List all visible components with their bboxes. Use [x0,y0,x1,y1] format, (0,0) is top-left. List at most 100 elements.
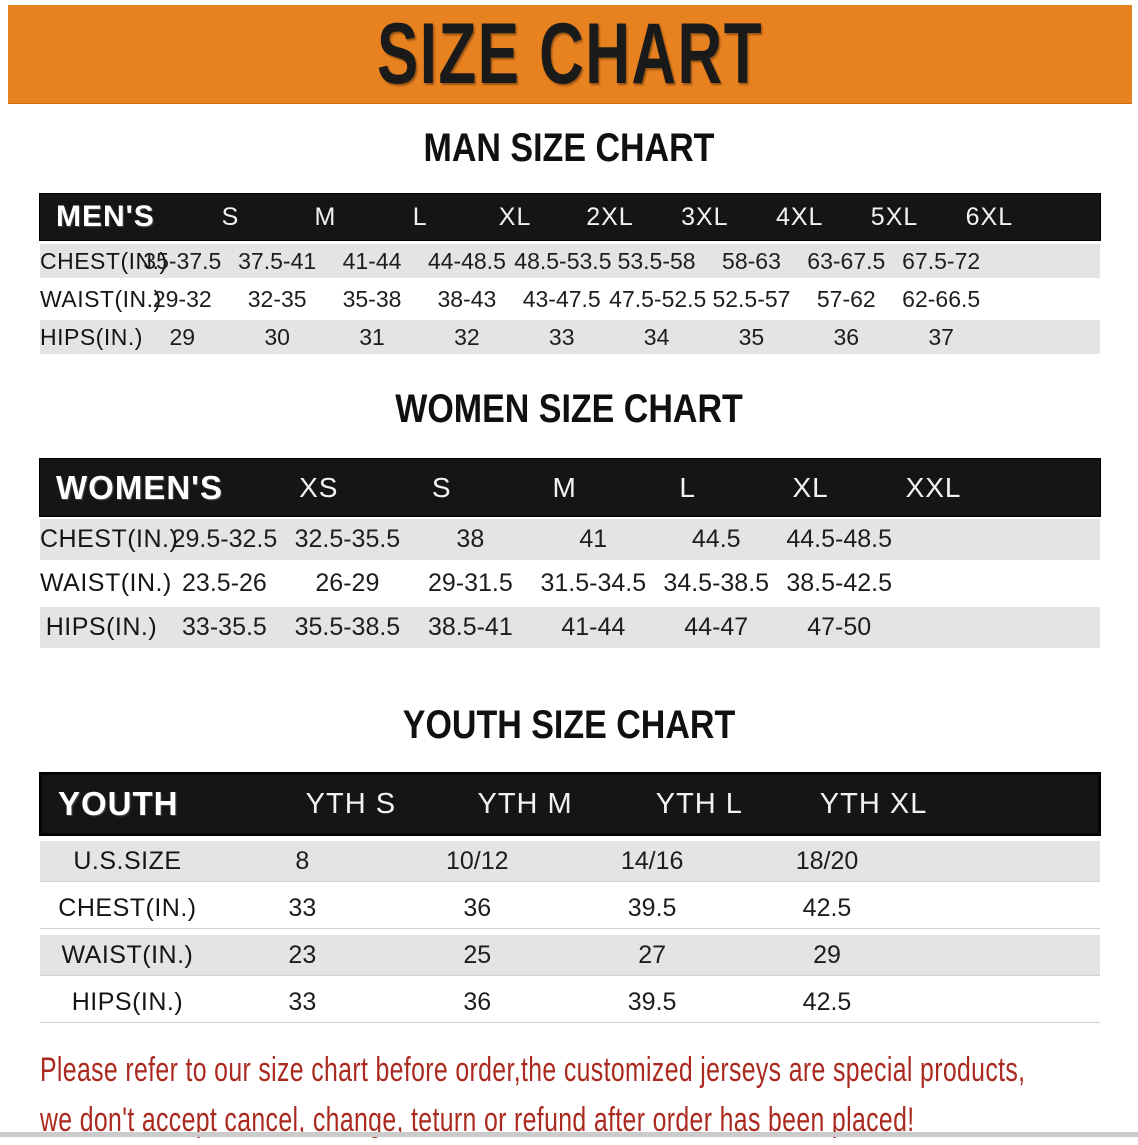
table-row: WAIST(IN.) 23.5-26 26-29 29-31.5 31.5-34.5 34… [40,563,1100,604]
column-header: S [431,471,452,503]
section-heading: WOMEN SIZE CHART [395,387,743,431]
value-cell: 31 [359,323,385,350]
value-cell: 44.5-48.5 [786,525,893,553]
column-header: S [221,202,240,231]
size-chart-banner: SIZE CHART [8,5,1132,104]
row-label: HIPS(IN.) [40,323,143,350]
value-cell: 33 [288,893,317,922]
value-cell: 14/16 [620,846,684,875]
value-cell: 58-63 [722,247,781,274]
value-cell: 42.5 [802,987,852,1016]
value-cell: 44-48.5 [427,247,506,274]
value-cell: 38.5-42.5 [786,569,893,597]
row-label: CHEST(IN.) [40,525,179,553]
value-cell: 29 [169,323,196,350]
table-row: CHEST(IN.) 29.5-32.5 32.5-35.5 38 41 44.5 44.5… [40,519,1100,560]
value-cell: 35 [738,323,765,350]
value-cell: 41-44 [561,613,626,641]
value-cell: 35-38 [342,285,402,312]
value-cell: 32-35 [247,285,307,312]
table-corner-label: MEN'S [56,200,155,233]
size-section: MAN SIZE CHART MEN'S S M L XL 2XL 3XL 4XL 5XL 6XL C… [0,126,1138,354]
value-cell: 38.5-41 [427,613,513,641]
table-corner-label: WOMEN'S [56,468,224,506]
value-cell: 29-31.5 [427,569,513,597]
value-cell: 29.5-32.5 [171,525,278,553]
value-cell: 35-37.5 [143,247,222,274]
column-header: YTH M [477,787,573,820]
value-cell: 31.5-34.5 [540,569,647,597]
column-header: YTH S [305,787,397,820]
size-chart-sections: MAN SIZE CHART MEN'S S M L XL 2XL 3XL 4XL 5XL 6XL C… [0,126,1138,1023]
value-cell: 44-47 [684,613,749,641]
table-header-row: WOMEN'S XS S M L XL XXL [40,459,1100,516]
size-table: WOMEN'S XS S M L XL XXL CHEST(IN.) 29.5-32.5 32.5… [40,459,1100,648]
value-cell: 52.5-57 [712,285,791,312]
table-row: U.S.SIZE 8 10/12 14/16 18/20 [40,841,1100,882]
value-cell: 37.5-41 [238,247,317,274]
column-header: YTH L [655,787,743,820]
value-cell: 33 [548,323,575,350]
value-cell: 33 [288,987,317,1016]
value-cell: 34 [643,323,670,350]
footer-note-line-2: we don't accept cancel, change, teturn o… [40,1101,915,1139]
value-cell: 39.5 [627,893,677,922]
column-header: XS [299,471,339,503]
row-label: WAIST(IN.) [40,569,172,597]
value-cell: 36 [463,893,492,922]
table-row: WAIST(IN.) 29-32 32-35 35-38 38-43 43-47.5 47.… [40,282,1100,316]
column-header: M [314,202,337,231]
value-cell: 27 [638,940,667,969]
value-cell: 18/20 [795,846,859,875]
value-cell: 26-29 [315,569,380,597]
table-row: CHEST(IN.) 35-37.5 37.5-41 41-44 44-48.5 48.5… [40,244,1100,278]
value-cell: 29 [813,940,841,969]
footer-note-line-1: Please refer to our size chart before or… [40,1051,1026,1089]
value-cell: 48.5-53.5 [514,247,612,274]
column-header: XL [792,471,829,503]
table-row: HIPS(IN.) 33-35.5 35.5-38.5 38.5-41 41-44 44-… [40,607,1100,648]
value-cell: 36 [833,323,860,350]
row-label: WAIST(IN.) [40,285,162,312]
bottom-edge-strip [0,1132,1138,1137]
column-header: YTH XL [819,787,928,820]
column-header: 6XL [965,202,1014,231]
table-header-row: YOUTH YTH S YTH M YTH L YTH XL [40,773,1100,835]
value-cell: 10/12 [445,846,509,875]
value-cell: 67.5-72 [902,247,981,274]
size-section: WOMEN SIZE CHART WOMEN'S XS S M L XL XXL CHEST(I… [0,387,1138,648]
row-label: CHEST(IN.) [58,893,197,922]
value-cell: 44.5 [691,525,741,553]
row-label: CHEST(IN.) [40,247,168,274]
table-corner-label: YOUTH [58,785,179,822]
value-cell: 8 [295,846,310,875]
row-label: WAIST(IN.) [61,940,194,969]
value-cell: 43-47.5 [522,285,601,312]
value-cell: 42.5 [802,893,852,922]
row-label: HIPS(IN.) [45,613,158,641]
size-table: MEN'S S M L XL 2XL 3XL 4XL 5XL 6XL CHEST(IN.) 35-37… [40,194,1100,354]
value-cell: 29-32 [152,285,212,312]
value-cell: 32.5-35.5 [294,525,401,553]
value-cell: 41 [579,525,608,553]
column-header: L [679,471,696,503]
value-cell: 41-44 [342,247,402,274]
value-cell: 62-66.5 [902,285,981,312]
row-label: HIPS(IN.) [71,987,184,1016]
value-cell: 33-35.5 [182,613,267,641]
table-row: WAIST(IN.) 23 25 27 29 [40,935,1100,976]
size-table: YOUTH YTH S YTH M YTH L YTH XL U.S.SIZE 8 10/12… [40,773,1100,1023]
column-header: XL [498,202,532,231]
value-cell: 47.5-52.5 [609,285,707,312]
column-header: M [552,471,577,503]
value-cell: 25 [463,940,492,969]
value-cell: 35.5-38.5 [294,613,401,641]
column-header: L [412,202,428,231]
value-cell: 30 [264,323,290,350]
value-cell: 37 [928,323,954,350]
table-row: HIPS(IN.) 29 30 31 32 33 34 35 36 37 [40,320,1100,354]
value-cell: 47-50 [807,613,872,641]
value-cell: 38 [456,525,485,553]
banner-title: SIZE CHART [377,5,763,102]
value-cell: 34.5-38.5 [663,569,770,597]
